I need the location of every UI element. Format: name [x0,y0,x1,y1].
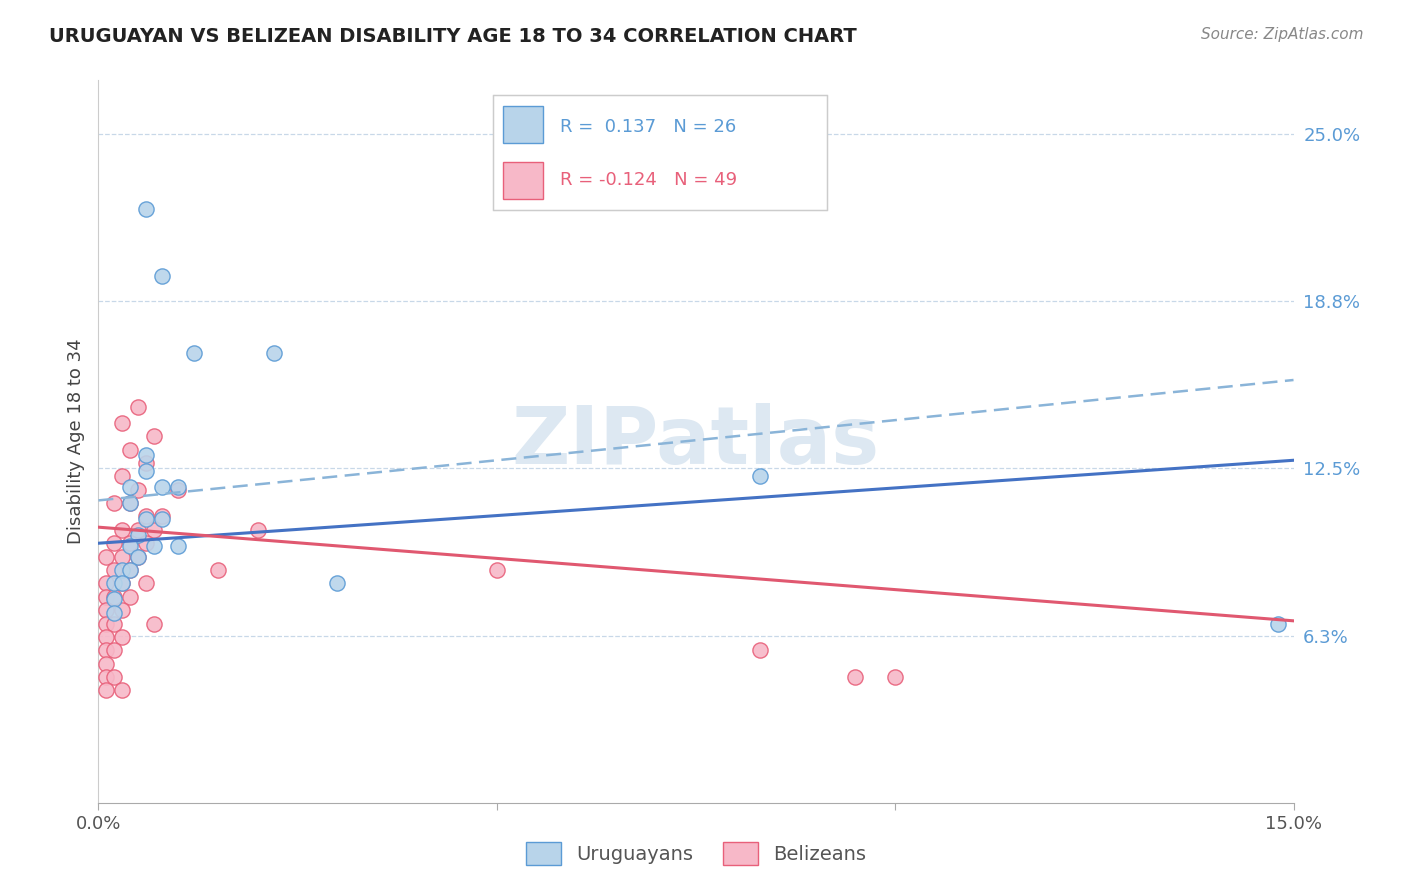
Point [103,590,125,604]
Point [96,630,118,644]
Point [135,576,157,591]
Point [96,549,118,564]
Point [120,480,142,494]
Point [167,480,190,494]
Point [96,657,118,671]
Point [96,670,118,684]
Point [150,268,173,283]
Point [150,480,173,494]
Point [127,549,149,564]
Point [111,563,134,577]
Point [120,590,142,604]
Point [120,496,142,510]
Point [485,563,508,577]
Point [103,592,125,607]
Point [263,346,285,360]
Point [207,563,229,577]
Point [127,400,149,414]
Point [135,456,157,470]
Point [183,346,205,360]
Point [103,576,125,591]
Point [111,603,134,617]
Point [135,448,157,462]
Text: URUGUAYAN VS BELIZEAN DISABILITY AGE 18 TO 34 CORRELATION CHART: URUGUAYAN VS BELIZEAN DISABILITY AGE 18 … [49,27,858,45]
Point [143,523,166,537]
Point [143,616,166,631]
Point [103,643,125,657]
Point [120,536,142,550]
Point [103,616,125,631]
Point [748,643,770,657]
Point [111,469,134,483]
Point [326,576,349,591]
Point [246,523,269,537]
Point [103,563,125,577]
Point [111,523,134,537]
Point [135,464,157,478]
Point [127,549,149,564]
Point [120,563,142,577]
Point [135,536,157,550]
Point [120,442,142,457]
Point [748,469,770,483]
Text: Source: ZipAtlas.com: Source: ZipAtlas.com [1201,27,1364,42]
Point [167,539,190,553]
Point [96,616,118,631]
Point [103,670,125,684]
Point [96,643,118,657]
Point [111,683,134,698]
Point [127,483,149,497]
Point [120,563,142,577]
Point [96,590,118,604]
Point [111,630,134,644]
Point [120,539,142,553]
Point [844,670,866,684]
Point [127,528,149,542]
Legend: Uruguayans, Belizeans: Uruguayans, Belizeans [517,835,875,872]
Point [1267,616,1289,631]
Point [96,683,118,698]
Point [111,549,134,564]
Point [103,496,125,510]
Point [96,603,118,617]
Point [135,202,157,216]
Point [143,539,166,553]
Point [884,670,907,684]
Point [150,512,173,526]
Point [135,509,157,524]
Y-axis label: Disability Age 18 to 34: Disability Age 18 to 34 [66,339,84,544]
Point [143,429,166,443]
Point [111,576,134,591]
Point [96,576,118,591]
Text: ZIPatlas: ZIPatlas [512,402,880,481]
Point [150,509,173,524]
Point [103,606,125,620]
Point [120,496,142,510]
Point [103,536,125,550]
Point [135,512,157,526]
Point [111,576,134,591]
Point [111,416,134,430]
Point [127,523,149,537]
Point [167,483,190,497]
